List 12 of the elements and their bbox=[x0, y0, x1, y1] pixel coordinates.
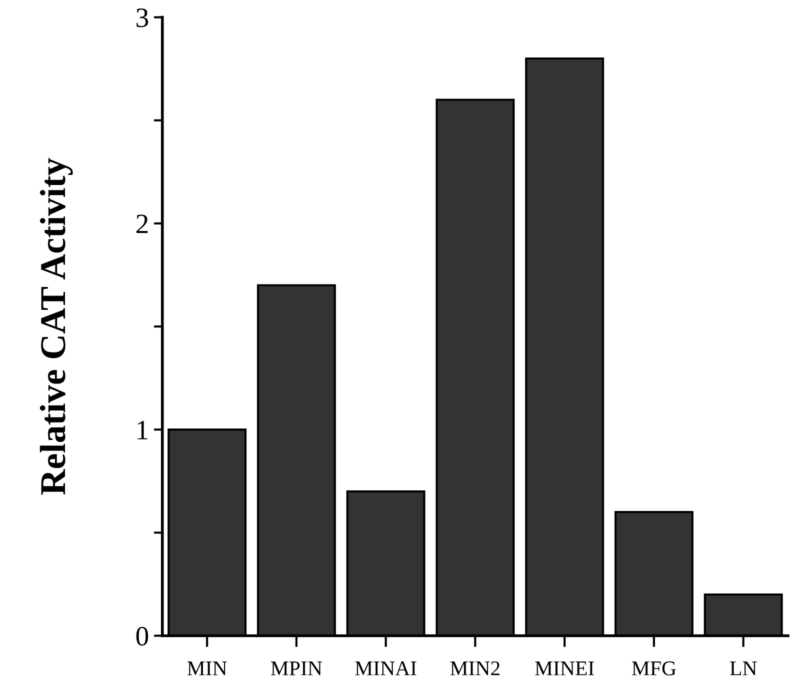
x-tick-label: MIN2 bbox=[450, 661, 500, 676]
x-tick-label: MINEI bbox=[535, 662, 594, 676]
x-tick-label: MPIN bbox=[270, 662, 322, 676]
y-tick-label: 2 bbox=[136, 214, 148, 234]
y-tick-label: 3 bbox=[136, 8, 148, 28]
x-tick-label: MINAI bbox=[355, 661, 416, 676]
y-tick-label: 0 bbox=[136, 626, 148, 646]
y-tick-label: 1 bbox=[138, 420, 148, 440]
x-tick-label: LN bbox=[730, 662, 757, 676]
x-tick-label: MIN bbox=[187, 662, 227, 676]
x-tick-label: MFG bbox=[632, 661, 676, 676]
y-axis-title: Relative CAT Activity bbox=[40, 158, 73, 495]
